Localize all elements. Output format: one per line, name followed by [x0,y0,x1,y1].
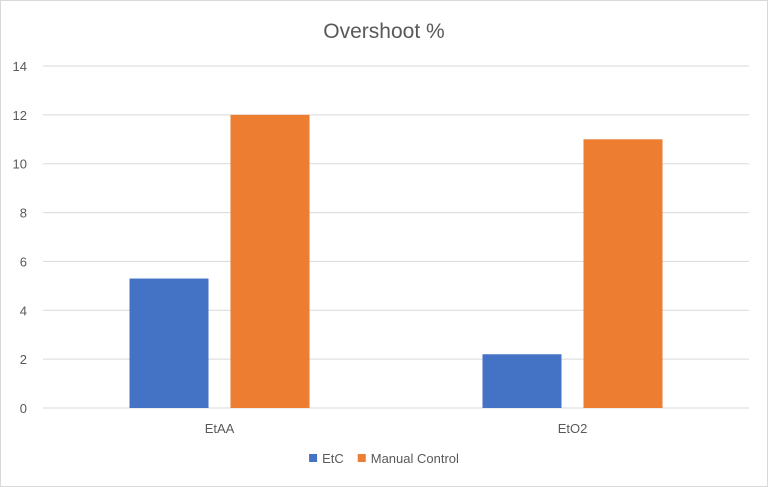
bar-manual-control-etaa [230,114,310,408]
legend-swatch-manual-control [357,454,366,462]
legend-swatch-etc [309,454,318,462]
bars [129,114,663,409]
y-axis-tick-labels: 0 2 4 6 8 10 12 14 [13,59,27,416]
chart-title: Overshoot % [323,20,444,43]
y-tick-label: 6 [20,254,27,269]
legend-label-etc: EtC [322,451,344,466]
legend-label-manual-control: Manual Control [371,451,459,466]
y-tick-label: 4 [20,303,27,318]
y-tick-label: 12 [13,108,27,123]
y-tick-label: 10 [13,157,27,172]
x-category-label: EtAA [205,421,235,436]
legend: EtC Manual Control [309,451,459,466]
x-axis-category-labels: EtAA EtO2 [205,421,588,436]
y-tick-label: 14 [13,59,27,74]
bar-manual-control-eto2 [583,139,663,409]
y-tick-label: 8 [20,206,27,221]
x-category-label: EtO2 [558,421,588,436]
bar-etc-eto2 [482,354,562,408]
y-tick-label: 2 [20,352,27,367]
y-tick-label: 0 [20,401,27,416]
bar-etc-etaa [129,278,209,408]
